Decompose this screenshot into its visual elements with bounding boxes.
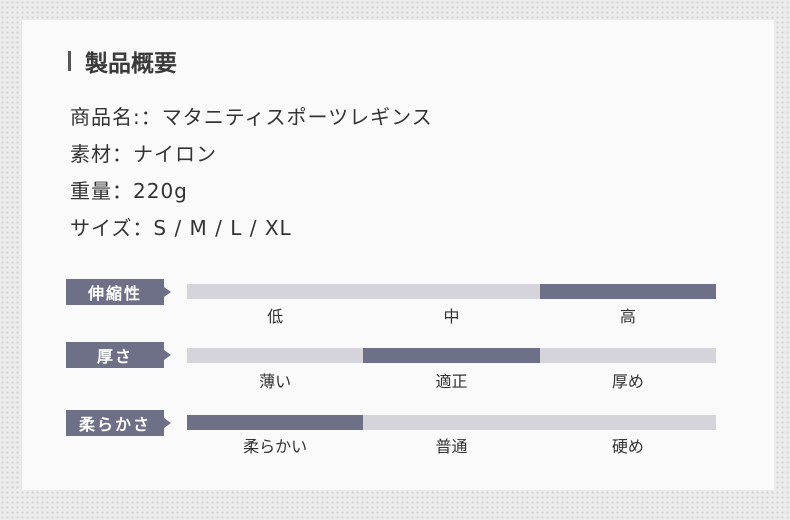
rating-options-stretch: 低中高 <box>187 303 716 327</box>
rating-label-stretch: 伸縮性 <box>66 279 171 305</box>
rating-segment <box>363 415 540 430</box>
rating-segment <box>539 284 716 299</box>
option-label: 厚め <box>611 372 644 391</box>
rating-segment <box>539 348 716 363</box>
spec-sizes: サイズ：S / M / L / XL <box>70 216 292 240</box>
rating-label-thickness: 厚さ <box>66 342 171 368</box>
option-label: 適正 <box>435 372 468 391</box>
rating-segment <box>539 415 716 430</box>
rating-segment <box>187 415 364 430</box>
spec-weight: 重量：220g <box>70 179 188 203</box>
option-label: 薄い <box>259 372 292 391</box>
rating-bar-softness <box>187 415 716 430</box>
rating-bar-stretch <box>187 284 716 299</box>
rating-bar-thickness <box>187 348 716 363</box>
section-title-text: 製品概要 <box>85 51 177 77</box>
rating-options-softness: 柔らかい 普通 硬め <box>187 433 716 457</box>
option-label: 低 <box>267 307 284 326</box>
option-label: 硬め <box>611 437 644 456</box>
rating-segment <box>187 348 364 363</box>
option-label: 高 <box>619 307 636 326</box>
spec-product-name: 商品名:：マタニティスポーツレギンス <box>70 105 433 129</box>
spec-material: 素材：ナイロン <box>70 142 217 166</box>
option-label: 柔らかい <box>243 437 308 456</box>
rating-segment <box>187 284 364 299</box>
rating-options-thickness: 薄い 適正 厚め <box>187 368 716 392</box>
option-label: 普通 <box>435 437 468 456</box>
option-label: 中 <box>443 307 460 326</box>
rating-segment <box>363 348 540 363</box>
section-title: 製品概要 <box>68 44 177 78</box>
rating-segment <box>363 284 540 299</box>
rating-label-softness: 柔らかさ <box>66 410 171 436</box>
title-marker <box>68 51 71 71</box>
